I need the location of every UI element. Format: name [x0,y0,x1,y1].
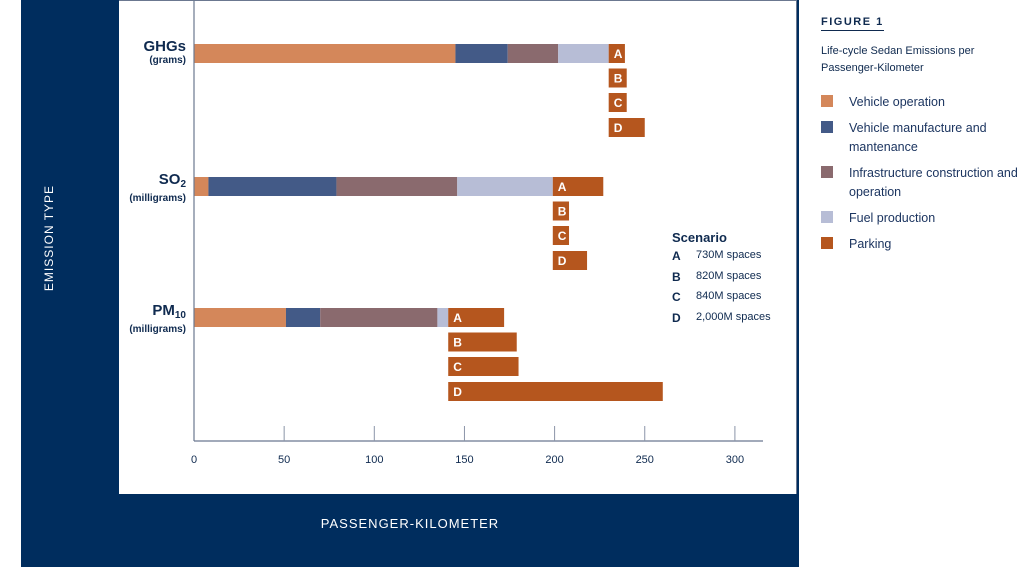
parking-bar [552,201,570,221]
legend-swatch [821,166,833,178]
x-tick-label: 100 [365,454,383,466]
scenario-bar-label: A [614,47,623,61]
scenario-letter: A [672,249,681,263]
parking-bar [608,68,627,88]
parking-bar [448,357,519,376]
scenario-bar-label: C [614,96,623,110]
category-unit: (milligrams) [129,324,186,335]
scenario-bar-label: A [558,180,567,194]
scenario-label: 820M spaces [696,269,762,282]
scenario-label: 2,000M spaces [696,310,771,323]
scenario-bar-label: C [558,229,567,243]
scenario-legend: Scenario A 730M spaces B 820M spaces C 8… [672,230,771,331]
scenario-bar-label: A [453,311,462,325]
bar-segment [336,177,458,196]
scenario-bar-label: D [558,254,567,268]
category-unit: (grams) [149,55,186,66]
parking-bar [552,251,588,270]
category-name: GHGs [143,38,186,55]
bar-segment [507,44,559,63]
scenario-label: 840M spaces [696,290,762,302]
x-tick-label: 150 [455,454,473,466]
legend-label: Fuel production [849,211,936,225]
x-tick-label: 250 [636,454,654,466]
category-unit: (milligrams) [129,193,186,204]
legend: Vehicle operation Vehicle manufacture an… [821,93,1021,254]
scenario-bar-label: D [614,121,623,135]
scenario-bar-label: B [614,72,623,86]
scenario-bar-label: C [453,360,462,374]
bar-segment [437,308,449,327]
bar-segment [194,308,286,327]
figure-sidebar: FIGURE 1 Life-cycle Sedan Emissions per … [821,12,1021,261]
x-tick-label: 300 [726,454,744,466]
parking-bar [552,177,604,196]
bar-segment [208,177,337,196]
category-name: SO2 [158,171,186,191]
parking-bar [448,382,663,401]
category-label: PM10 (milligrams) [116,303,186,336]
category-label: SO2 (milligrams) [116,172,186,205]
parking-bar [448,332,517,352]
x-tick-label: 200 [545,454,563,466]
bar-segment [194,177,209,196]
legend-label: Parking [849,237,892,251]
bar-segment [457,177,553,196]
legend-swatch [821,237,833,249]
bar-segment [558,44,609,63]
legend-swatch [821,121,833,133]
legend-item: Vehicle operation [821,93,1021,112]
category-label: GHGs (grams) [116,39,186,67]
parking-bar [552,226,570,245]
bar-segment [320,308,438,327]
x-tick-label: 0 [191,454,197,466]
figure-title: Life-cycle Sedan Emissions per Passenger… [821,45,975,74]
scenario-letter: D [672,310,681,325]
scenario-title: Scenario [672,230,727,245]
scenario-letter: B [672,269,681,284]
parking-bar [448,308,505,327]
scenario-bar-label: B [558,205,567,219]
scenario-row: A 730M spaces [672,249,771,270]
bar-segment [194,44,456,63]
scenario-row: B 820M spaces [672,270,771,291]
parking-bar [608,118,645,137]
x-axis-label: PASSENGER-KILOMETER [320,516,500,531]
figure-label: FIGURE 1 [821,16,884,31]
legend-item: Parking [821,235,1021,254]
bar-segment [455,44,508,63]
parking-bar [608,93,627,112]
scenario-bar-label: D [453,385,462,399]
parking-bar [608,44,625,63]
scenario-row: D 2,000M spaces [672,311,771,332]
legend-label: Vehicle manufacture and mantenance [849,121,987,154]
legend-item: Vehicle manufacture and mantenance [821,119,1021,157]
plot-area [119,0,797,494]
legend-label: Infrastructure construction and operatio… [849,166,1018,199]
scenario-label: 730M spaces [696,249,762,261]
legend-swatch [821,95,833,107]
legend-swatch [821,211,833,223]
category-subscript: 2 [180,179,186,190]
legend-item: Fuel production [821,209,1021,228]
scenario-bar-label: B [453,336,462,350]
category-subscript: 10 [174,310,186,321]
category-name: PM10 [152,302,186,322]
scenario-row: C 840M spaces [672,290,771,311]
legend-item: Infrastructure construction and operatio… [821,164,1021,202]
legend-label: Vehicle operation [849,95,945,109]
bar-segment [285,308,321,327]
x-tick-label: 50 [278,454,290,466]
scenario-letter: C [672,290,681,304]
